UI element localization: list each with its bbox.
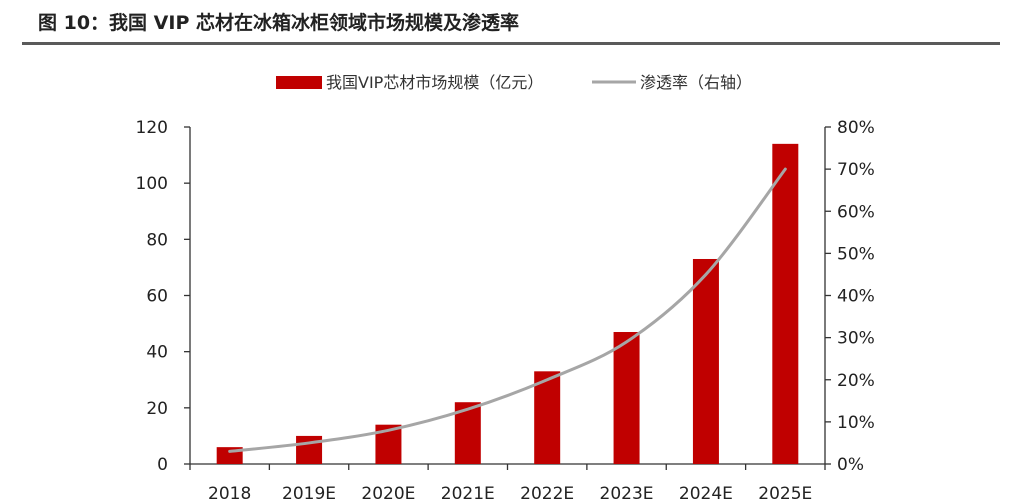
left-tick-label: 20: [146, 399, 168, 419]
right-tick-label: 50%: [837, 244, 875, 264]
legend-swatch-bar: [276, 76, 322, 89]
left-tick-label: 80: [146, 230, 168, 250]
right-tick-label: 0%: [837, 455, 864, 475]
x-tick-label: 2022E: [520, 484, 574, 503]
x-tick-label: 2019E: [282, 484, 336, 503]
left-tick-label: 40: [146, 343, 168, 363]
bar-2022E: [534, 371, 561, 464]
right-tick-label: 20%: [837, 371, 875, 391]
x-tick-label: 2018: [208, 484, 251, 503]
legend-label-bar: 我国VIP芯材市场规模（亿元）: [326, 73, 543, 92]
bar-2023E: [613, 332, 640, 464]
x-tick-label: 2024E: [679, 484, 733, 503]
right-tick-label: 70%: [837, 160, 875, 180]
bar-2025E: [772, 143, 799, 464]
x-tick-label: 2023E: [600, 484, 654, 503]
right-tick-label: 60%: [837, 202, 875, 222]
bar-2024E: [692, 258, 719, 464]
left-tick-label: 120: [136, 118, 168, 138]
right-tick-label: 40%: [837, 287, 875, 307]
x-tick-label: 2021E: [441, 484, 495, 503]
penetration-rate-line: [228, 167, 787, 453]
title-divider: [22, 42, 1000, 45]
right-tick-label: 10%: [837, 413, 875, 433]
bar-2019E: [296, 435, 323, 464]
legend: 我国VIP芯材市场规模（亿元） 渗透率（右轴）: [276, 73, 752, 92]
x-tick-label: 2025E: [758, 484, 812, 503]
legend-label-line: 渗透率（右轴）: [640, 73, 752, 92]
left-tick-label: 60: [146, 287, 168, 307]
x-tick-label: 2020E: [361, 484, 415, 503]
left-tick-label: 0: [157, 455, 168, 475]
right-tick-label: 80%: [837, 118, 875, 138]
right-tick-label: 30%: [837, 329, 875, 349]
figure-title: 图 10：我国 VIP 芯材在冰箱冰柜领域市场规模及渗透率: [38, 12, 519, 34]
left-tick-label: 100: [136, 174, 168, 194]
